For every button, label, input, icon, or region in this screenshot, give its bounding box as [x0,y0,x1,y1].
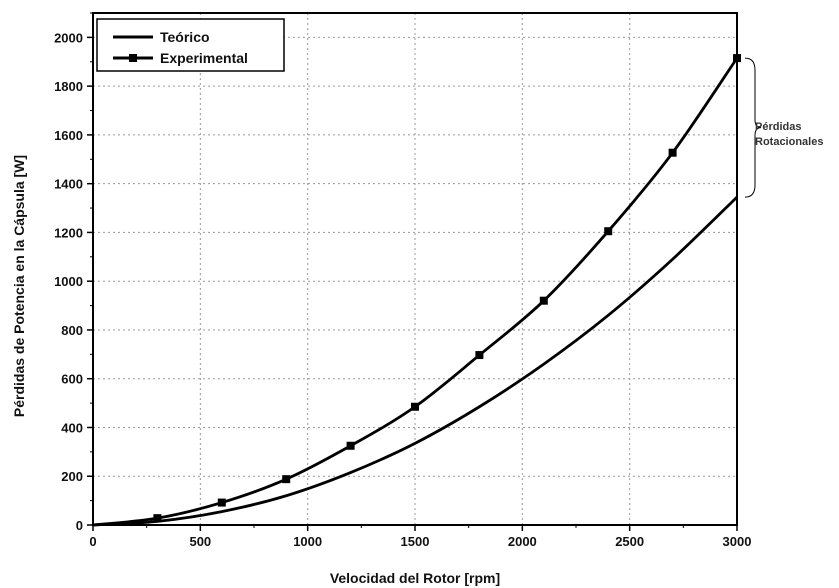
legend-marker-experimental [129,54,137,62]
x-tick-label: 500 [189,534,211,549]
series-line-experimental [92,57,739,527]
y-tick-label: 1000 [54,274,83,289]
series-line-teorico [92,196,738,527]
x-tick-label: 2000 [508,534,537,549]
y-tick-label: 1400 [54,177,83,192]
y-tick-label: 0 [76,518,83,533]
x-tick-label: 1000 [293,534,322,549]
x-tick-label: 2500 [615,534,644,549]
annotation-rotational-losses: Pérdidas Rotacionales [744,57,823,198]
data-point-experimental [539,296,548,305]
y-tick-label: 200 [61,469,83,484]
data-point-experimental [282,475,291,484]
x-tick-label: 0 [89,534,96,549]
data-point-experimental [411,402,419,411]
data-point-experimental [475,351,484,360]
y-tick-label: 400 [61,420,83,435]
legend-box [96,18,285,72]
y-axis-title: Pérdidas de Potencia en la Cápsula [W] [11,155,27,417]
legend-label-teorico: Teórico [160,29,210,45]
y-tick-label: 800 [61,323,83,338]
data-point-experimental [668,148,677,157]
y-tick-label: 1200 [54,225,83,240]
grid [93,13,737,525]
data-point-experimental [346,441,355,450]
y-tick-label: 1600 [54,128,83,143]
legend: Teórico Experimental [96,18,285,72]
axes: 0 500 1000 1500 2000 2500 3000 0 200 400 600 800 100… [54,12,752,549]
data-point-experimental [153,514,162,523]
x-tick-label: 1500 [401,534,430,549]
series-layer [92,54,741,527]
data-point-experimental [217,498,226,507]
x-tick-label: 3000 [723,534,752,549]
annotation-label-line1: Pérdidas [755,121,801,133]
legend-label-experimental: Experimental [160,50,248,66]
annotation-label-line2: Rotacionales [755,136,823,148]
y-tick-label: 1800 [54,79,83,94]
x-axis-title: Velocidad del Rotor [rpm] [330,570,500,586]
data-point-experimental [604,227,613,236]
y-tick-label: 2000 [54,30,83,45]
y-tick-label: 600 [61,372,83,387]
annotation-brace [744,57,762,198]
